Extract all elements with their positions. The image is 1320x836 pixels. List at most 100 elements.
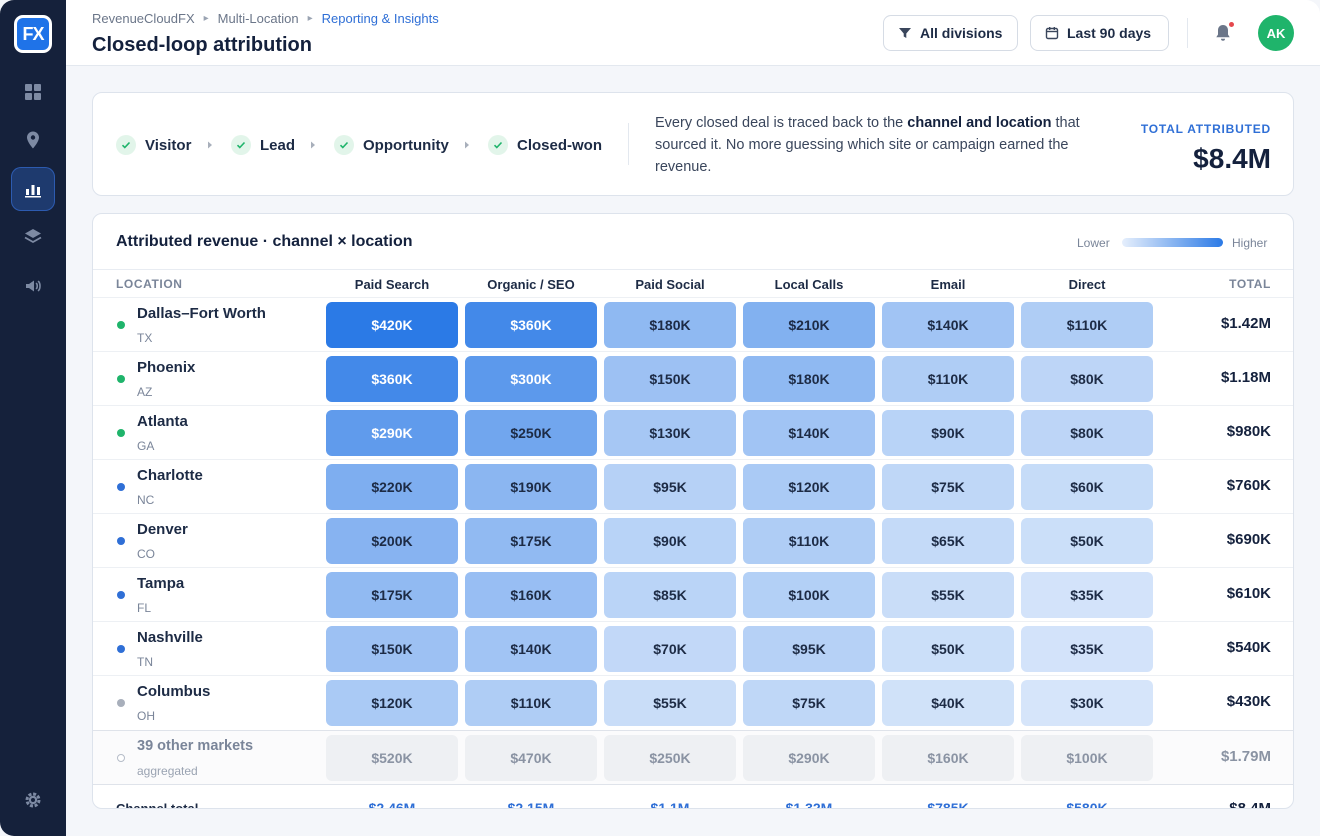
avatar[interactable]: AK [1258,15,1294,51]
heatmap-cell[interactable]: $210K [743,302,875,348]
table-row[interactable]: Dallas–Fort Worth TX $420K $360K $180K $210K $… [93,297,1293,351]
app-logo[interactable]: FX [14,15,52,53]
heatmap-cell[interactable]: $110K [1021,302,1153,348]
status-dot [117,699,125,707]
heatmap-cell[interactable]: $175K [465,518,597,564]
heatmap-cell[interactable]: $360K [465,302,597,348]
heatmap-cell[interactable]: $30K [1021,680,1153,726]
heatmap-cell[interactable]: $110K [465,680,597,726]
table-row[interactable]: Tampa FL $175K $160K $85K $100K $55K $35K $610K [93,567,1293,621]
chevron-right-icon [311,141,315,149]
heatmap-cell[interactable]: $90K [882,410,1014,456]
heatmap-cell[interactable]: $250K [604,735,736,781]
heatmap-cell[interactable]: $250K [465,410,597,456]
channel-column-header[interactable]: Direct [1068,277,1106,292]
heatmap-cell[interactable]: $50K [882,626,1014,672]
funnel-step-label: Opportunity [363,136,449,154]
breadcrumb-item[interactable]: RevenueCloudFX [92,11,195,26]
heatmap-cell[interactable]: $180K [604,302,736,348]
date-range-button[interactable]: Last 90 days [1030,15,1169,51]
channel-column-header[interactable]: Paid Social [635,277,705,292]
heatmap-cell[interactable]: $35K [1021,572,1153,618]
heatmap-cell[interactable]: $80K [1021,356,1153,402]
heatmap-cell[interactable]: $520K [326,735,458,781]
bar-chart-icon[interactable] [11,167,55,211]
heatmap-cell[interactable]: $130K [604,410,736,456]
table-row[interactable]: Columbus OH $120K $110K $55K $75K $40K $30K $430… [93,675,1293,729]
heatmap-cell[interactable]: $420K [326,302,458,348]
gear-icon[interactable] [11,778,55,822]
sidebar: FX [0,0,66,836]
channel-total-value: $2.46M [368,800,416,809]
megaphone-icon[interactable] [11,264,55,308]
layers-icon[interactable] [11,214,55,258]
heatmap-cell[interactable]: $55K [882,572,1014,618]
channel-column-header[interactable]: Email [930,277,966,292]
location-name: Phoenix [137,359,196,376]
heatmap-cell[interactable]: $50K [1021,518,1153,564]
table-row-other-markets[interactable]: 39 other markets aggregated $520K $470K $250… [93,730,1293,784]
location-name: 39 other markets [137,738,254,754]
channel-total-label: Channel total [116,801,199,809]
grid-icon[interactable] [11,70,55,114]
heatmap-cell[interactable]: $95K [743,626,875,672]
heatmap-cell[interactable]: $160K [882,735,1014,781]
heatmap-cell[interactable]: $70K [604,626,736,672]
heatmap-cell[interactable]: $65K [882,518,1014,564]
breadcrumb-item[interactable]: Multi-Location [217,11,299,26]
heatmap-cell[interactable]: $110K [882,356,1014,402]
funnel-step-label: Closed-won [517,136,602,154]
heatmap-cell[interactable]: $140K [882,302,1014,348]
heatmap-cell[interactable]: $175K [326,572,458,618]
heatmap-cell[interactable]: $220K [326,464,458,510]
heatmap-cell[interactable]: $95K [604,464,736,510]
heatmap-cell[interactable]: $150K [604,356,736,402]
table-row[interactable]: Nashville TN $150K $140K $70K $95K $50K $35K $54… [93,621,1293,675]
heatmap-cell[interactable]: $110K [743,518,875,564]
chevron-right-icon: ▸ [203,13,209,24]
heatmap-cell[interactable]: $80K [1021,410,1153,456]
heatmap-cell[interactable]: $75K [882,464,1014,510]
table-row[interactable]: Atlanta GA $290K $250K $130K $140K $90K $80K $98… [93,405,1293,459]
heatmap-cell[interactable]: $35K [1021,626,1153,672]
channel-column-header[interactable]: Paid Search [354,277,430,292]
bell-icon[interactable] [1212,22,1234,44]
heatmap-cell[interactable]: $290K [743,735,875,781]
table-row[interactable]: Charlotte NC $220K $190K $95K $120K $75K $60K $7… [93,459,1293,513]
heatmap-cell[interactable]: $360K [326,356,458,402]
heatmap-cell[interactable]: $100K [1021,735,1153,781]
channel-column-header[interactable]: Local Calls [774,277,844,292]
breadcrumb-current[interactable]: Reporting & Insights [321,11,439,26]
heatmap-cell[interactable]: $190K [465,464,597,510]
divider [1187,18,1188,48]
location-state: OH [137,709,155,723]
location-state: AZ [137,385,153,399]
heatmap-cell[interactable]: $60K [1021,464,1153,510]
table-title: Attributed revenue · channel × location [116,233,413,250]
heatmap-cell[interactable]: $180K [743,356,875,402]
heatmap-cell[interactable]: $140K [465,626,597,672]
heatmap-cell[interactable]: $200K [326,518,458,564]
heatmap-cell[interactable]: $470K [465,735,597,781]
channel-column-header[interactable]: Organic / SEO [487,277,575,292]
heatmap-cell[interactable]: $75K [743,680,875,726]
heatmap-cell[interactable]: $120K [743,464,875,510]
status-dot [117,591,125,599]
heatmap-cell[interactable]: $290K [326,410,458,456]
heatmap-cell[interactable]: $100K [743,572,875,618]
heatmap-cell[interactable]: $150K [326,626,458,672]
table-row[interactable]: Phoenix AZ $360K $300K $150K $180K $110K $80K $1… [93,351,1293,405]
table-row[interactable]: Denver CO $200K $175K $90K $110K $65K $50K $690K [93,513,1293,567]
heatmap-cell[interactable]: $160K [465,572,597,618]
heatmap-cell[interactable]: $40K [882,680,1014,726]
location-pin-icon[interactable] [11,118,55,162]
heatmap-cell[interactable]: $85K [604,572,736,618]
heatmap-cell[interactable]: $140K [743,410,875,456]
division-filter-label: All divisions [920,25,1003,41]
division-filter-button[interactable]: All divisions [883,15,1018,51]
heatmap-cell[interactable]: $55K [604,680,736,726]
heatmap-cell[interactable]: $300K [465,356,597,402]
heatmap-cell[interactable]: $120K [326,680,458,726]
heatmap-cell[interactable]: $90K [604,518,736,564]
channel-total-value: $785K [927,800,969,809]
